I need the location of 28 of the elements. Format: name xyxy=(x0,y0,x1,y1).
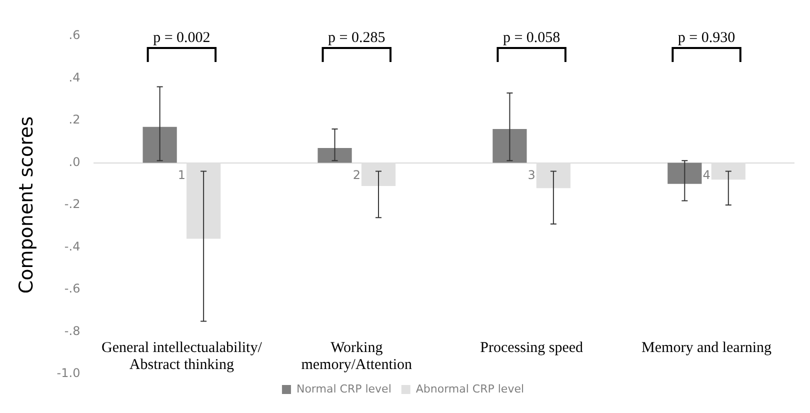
y-tick-label: -1.0 xyxy=(56,366,80,380)
legend-label: Abnormal CRP level xyxy=(416,382,524,396)
y-tick-label: -.6 xyxy=(64,282,80,296)
y-tick-label: -.8 xyxy=(64,324,80,338)
bar xyxy=(318,148,352,163)
x-tick-label: 2 xyxy=(352,168,360,182)
y-tick-label: .4 xyxy=(68,70,80,84)
annotation: Processing speed xyxy=(480,340,584,356)
annotation: p = 0.058 xyxy=(502,30,560,46)
y-axis-title: Component scores xyxy=(15,116,38,294)
annotation: General intellectualability/ Abstract thinking xyxy=(102,340,263,373)
x-tick-label: 1 xyxy=(178,168,186,182)
y-tick-label: .0 xyxy=(68,154,80,169)
x-tick-label: 4 xyxy=(702,168,710,182)
legend-label: Normal CRP level xyxy=(296,382,392,396)
y-tick-label: .6 xyxy=(68,28,80,42)
x-tick-label: 3 xyxy=(528,168,536,182)
bar xyxy=(142,126,177,163)
annotation: p = 0.930 xyxy=(678,30,736,46)
y-tick-label: -.4 xyxy=(64,239,80,254)
bar xyxy=(668,162,702,184)
annotation: p = 0.002 xyxy=(153,30,210,46)
y-tick-label: -.2 xyxy=(64,197,80,212)
annotation: Memory and learning xyxy=(642,340,772,356)
annotation: Working memory/Attention xyxy=(301,340,413,373)
annotation: p = 0.285 xyxy=(328,30,386,46)
bar xyxy=(492,128,527,163)
y-tick-label: .2 xyxy=(68,112,80,127)
